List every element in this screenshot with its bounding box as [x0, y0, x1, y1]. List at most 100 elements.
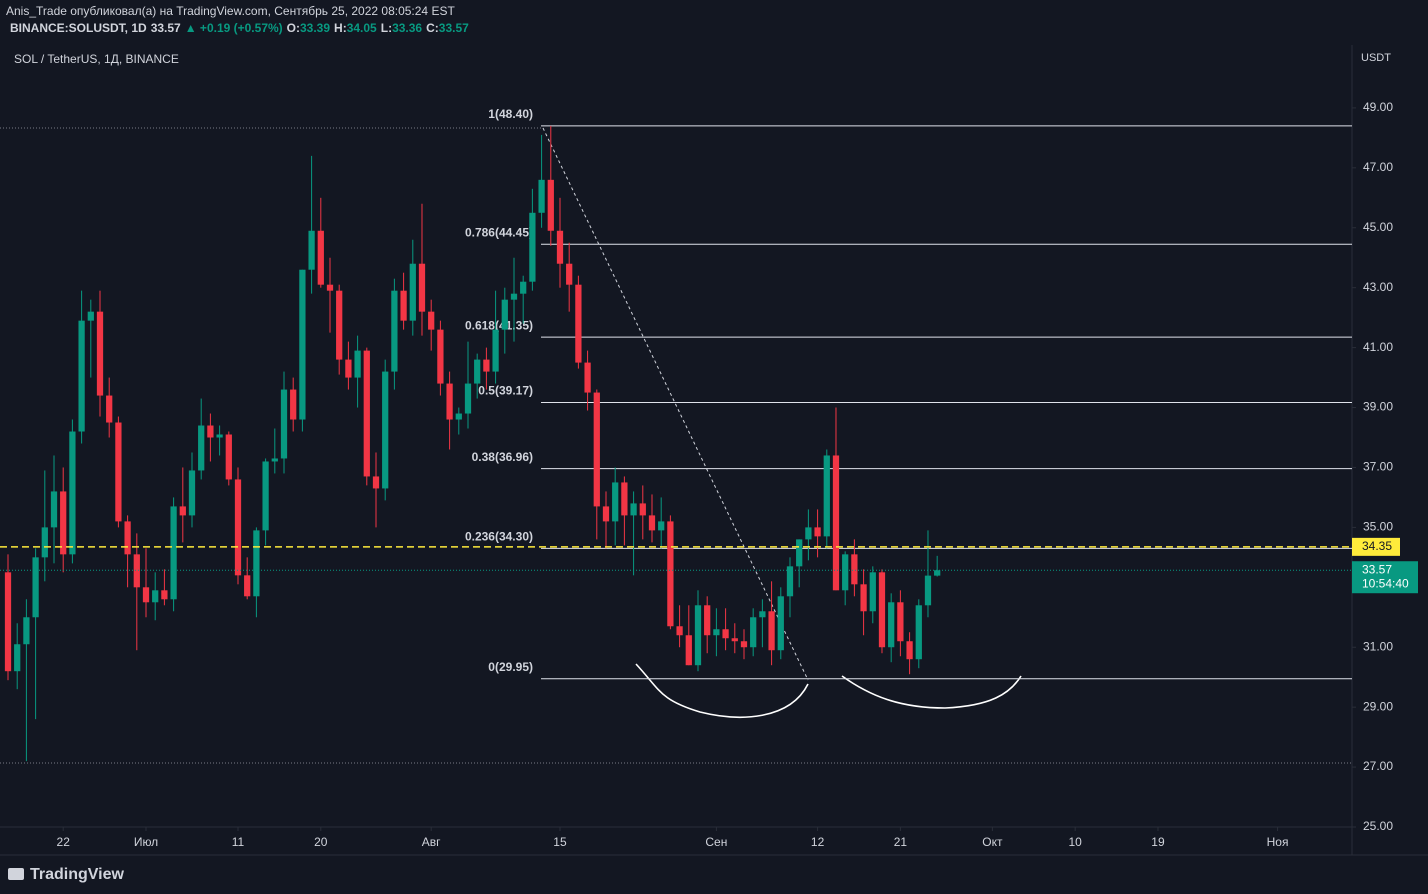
candle-body — [621, 482, 628, 516]
candle-body — [308, 230, 315, 270]
candle-body — [777, 596, 784, 651]
y-tick-label: 41.00 — [1363, 340, 1393, 354]
y-tick-label: 35.00 — [1363, 520, 1393, 534]
candle-body — [888, 602, 895, 648]
candle-body — [234, 479, 242, 576]
candle-body — [124, 521, 131, 555]
candle-body — [336, 290, 343, 360]
symbol: BINANCE:SOLUSDT, 1D — [10, 21, 147, 35]
x-tick-label: 22 — [57, 835, 71, 849]
candle-body — [354, 350, 361, 378]
x-tick-label: 21 — [894, 835, 908, 849]
y-tick-label: 45.00 — [1363, 220, 1393, 234]
candle-body — [639, 503, 646, 516]
candle-body — [575, 284, 582, 363]
candle-body — [796, 539, 803, 567]
candle-body — [262, 461, 269, 531]
candle-body — [722, 629, 729, 639]
candle-body — [851, 554, 858, 585]
candle-body — [676, 626, 683, 636]
candle-body — [363, 350, 370, 477]
candle-body — [630, 503, 637, 516]
candle-body — [14, 644, 21, 672]
candle-body — [869, 572, 876, 612]
candle-body — [814, 527, 821, 537]
alert-tag — [1352, 537, 1400, 556]
ohlc-value: 34.05 — [347, 21, 377, 35]
candle-body — [437, 329, 444, 384]
candle-body — [483, 359, 490, 372]
y-tick-label: 49.00 — [1363, 100, 1393, 114]
x-tick-label: 15 — [553, 835, 567, 849]
x-tick-label: Ноя — [1267, 835, 1289, 849]
drawing-arc — [841, 675, 1022, 709]
candle-body — [713, 629, 720, 636]
candle-body — [455, 413, 462, 420]
candle-body — [317, 230, 324, 285]
ohlc-value: 33.36 — [392, 21, 422, 35]
y-tick-label: 37.00 — [1363, 460, 1393, 474]
candle-body — [326, 284, 334, 291]
candle-body — [428, 311, 435, 330]
candle-body — [96, 311, 104, 396]
candle-body — [924, 575, 932, 606]
candle-body — [510, 293, 518, 300]
y-tick-label: 39.00 — [1363, 400, 1393, 414]
last-price-label: 33.57 — [1362, 562, 1392, 576]
x-tick-label: Авг — [422, 835, 441, 849]
candle-body — [897, 602, 904, 642]
candle-body — [142, 587, 150, 603]
fib-label: 0.236(34.30) — [465, 530, 533, 544]
candle-body — [584, 362, 591, 393]
candle-body — [694, 605, 702, 666]
candle-body — [290, 389, 297, 420]
candle-body — [271, 458, 278, 462]
candle-body — [382, 371, 389, 489]
candle-body — [786, 566, 794, 597]
fib-label: 0.786(44.45) — [465, 225, 533, 239]
candle-body — [115, 422, 122, 522]
logo-icon — [8, 868, 24, 880]
chart-title: SOL / TetherUS, 1Д, BINANCE — [14, 52, 179, 66]
ohlc-key: H: — [334, 21, 347, 35]
symbol-line: BINANCE:SOLUSDT, 1D 33.57 ▲ +0.19 (+0.57%)… — [10, 21, 469, 35]
candle-body — [170, 506, 177, 600]
candle-body — [216, 434, 223, 438]
candle-body — [878, 572, 886, 648]
candle-body — [391, 290, 398, 372]
y-tick-label: 31.00 — [1363, 639, 1393, 653]
y-tick-label: 27.00 — [1363, 759, 1393, 773]
candle-body — [253, 530, 260, 597]
y-tick-label: 47.00 — [1363, 160, 1393, 174]
trend-line — [542, 127, 809, 681]
candle-body — [934, 570, 941, 576]
candle-body — [400, 290, 407, 321]
ohlc-key: O: — [287, 21, 300, 35]
candle-body — [740, 641, 748, 648]
candle-body — [685, 635, 692, 666]
candle-body — [464, 383, 472, 414]
candle-body — [225, 434, 232, 480]
x-tick-label: Окт — [982, 835, 1003, 849]
publish-info: Anis_Trade опубликовал(а) на TradingView… — [6, 4, 455, 18]
candle-body — [179, 506, 186, 516]
candle-body — [50, 491, 58, 528]
fib-label: 1(48.40) — [488, 107, 533, 121]
candle-body — [915, 605, 922, 660]
change: ▲ +0.19 (+0.57%) — [185, 21, 283, 35]
candle-body — [667, 521, 674, 627]
candle-body — [280, 389, 288, 459]
countdown-label: 10:54:40 — [1362, 576, 1409, 590]
drawing-arc — [635, 663, 809, 718]
candle-body — [345, 359, 352, 378]
candle-body — [244, 575, 251, 597]
candle-body — [759, 611, 766, 618]
candle-body — [593, 392, 600, 507]
ohlc-value: 33.39 — [300, 21, 330, 35]
candle-body — [474, 359, 481, 384]
x-tick-label: Июл — [134, 835, 158, 849]
candle-body — [602, 506, 610, 522]
candle-body — [188, 470, 196, 516]
candle-body — [566, 263, 573, 285]
